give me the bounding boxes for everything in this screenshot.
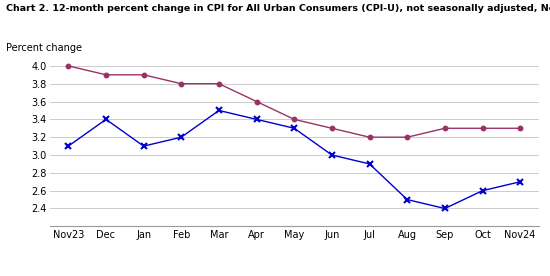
Text: Percent change: Percent change [6, 43, 81, 53]
Text: Chart 2. 12-month percent change in CPI for All Urban Consumers (CPI-U), not sea: Chart 2. 12-month percent change in CPI … [6, 4, 550, 13]
